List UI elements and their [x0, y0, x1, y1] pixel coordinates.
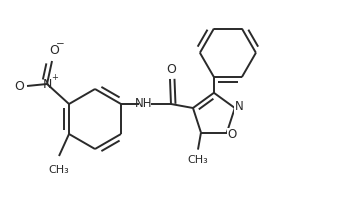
- Text: O: O: [227, 128, 237, 141]
- Text: N: N: [42, 78, 52, 90]
- Text: +: +: [51, 73, 58, 82]
- Text: N: N: [235, 101, 243, 113]
- Text: O: O: [166, 64, 176, 76]
- Text: NH: NH: [135, 98, 153, 111]
- Text: CH₃: CH₃: [48, 165, 69, 175]
- Text: O: O: [14, 79, 24, 93]
- Text: O: O: [49, 45, 59, 57]
- Text: −: −: [56, 39, 64, 49]
- Text: CH₃: CH₃: [187, 155, 208, 165]
